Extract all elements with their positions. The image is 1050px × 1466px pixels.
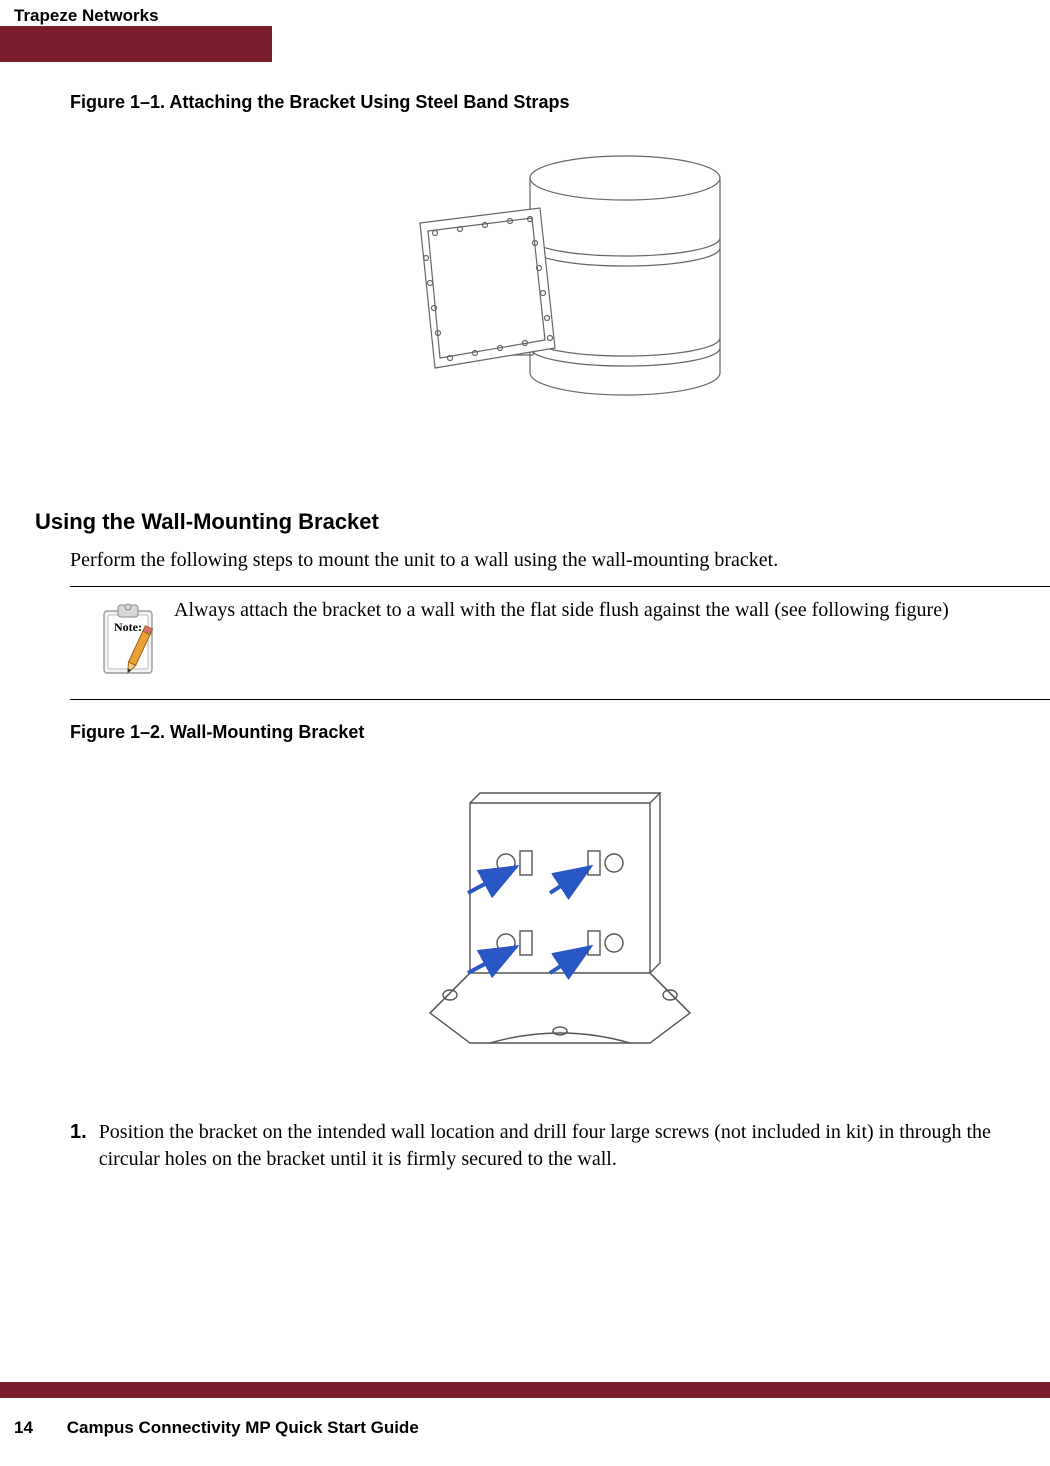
figure-1-caption: Figure 1–1. Attaching the Bracket Using … bbox=[70, 92, 1050, 113]
figure-2-image bbox=[70, 773, 1050, 1079]
note-box: Note: Always attach the bracket to a wal… bbox=[70, 586, 1050, 700]
figure-1-image bbox=[70, 143, 1050, 469]
footer-color-bar bbox=[0, 1382, 1050, 1398]
step-1-text: Position the bracket on the intended wal… bbox=[99, 1119, 1046, 1173]
footer-title: Campus Connectivity MP Quick Start Guide bbox=[67, 1418, 419, 1437]
header-color-bar bbox=[0, 26, 272, 62]
figure-2-caption: Figure 1–2. Wall-Mounting Bracket bbox=[70, 722, 1050, 743]
note-icon: Note: bbox=[98, 601, 158, 685]
section-intro: Perform the following steps to mount the… bbox=[70, 547, 1050, 574]
note-text: Always attach the bracket to a wall with… bbox=[174, 597, 969, 624]
header-brand: Trapeze Networks bbox=[14, 6, 159, 26]
page-number: 14 bbox=[14, 1418, 62, 1438]
svg-text:Note:: Note: bbox=[114, 620, 142, 634]
page-content: Figure 1–1. Attaching the Bracket Using … bbox=[70, 92, 1050, 1173]
section-heading: Using the Wall-Mounting Bracket bbox=[35, 509, 1050, 535]
step-1: 1. Position the bracket on the intended … bbox=[70, 1119, 1050, 1173]
footer: 14 Campus Connectivity MP Quick Start Gu… bbox=[14, 1418, 419, 1438]
step-1-number: 1. bbox=[70, 1119, 87, 1173]
